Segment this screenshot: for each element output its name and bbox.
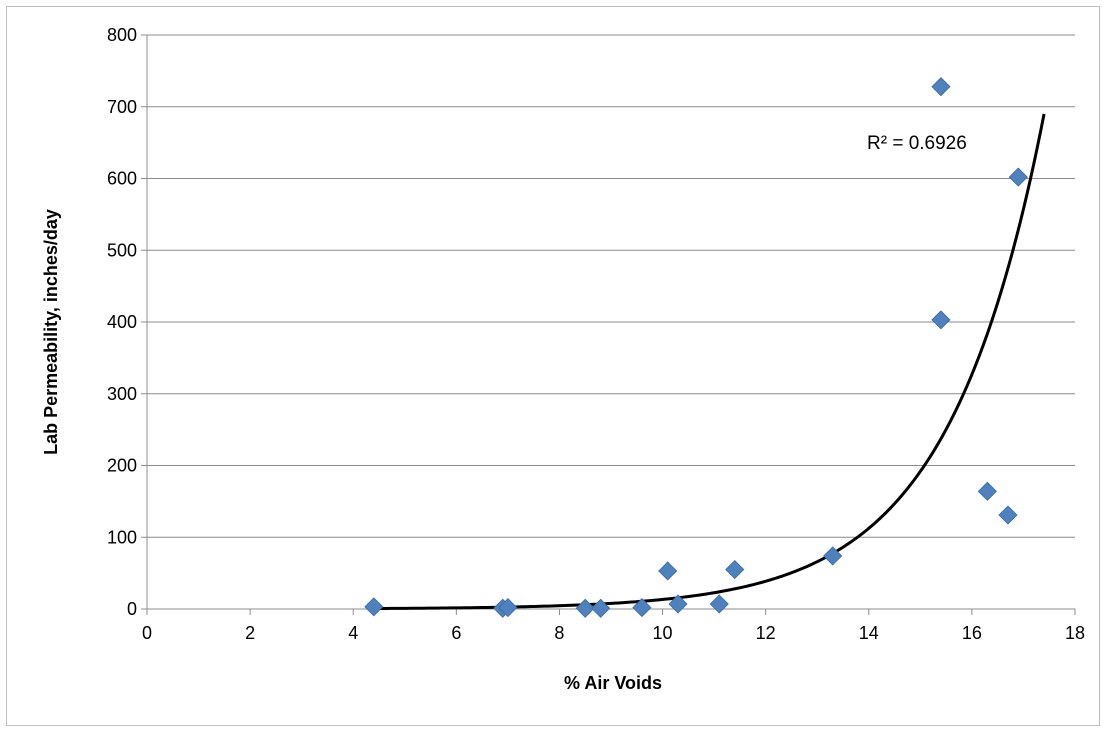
data-point-7 — [668, 594, 688, 614]
y-tick-label: 800 — [107, 25, 137, 45]
y-tick-label: 200 — [107, 456, 137, 476]
x-tick-labels: 0 2 4 6 8 10 12 14 16 18 — [142, 623, 1085, 643]
data-point-4 — [591, 598, 611, 618]
data-points — [364, 77, 1028, 618]
data-point-14 — [998, 505, 1018, 525]
data-point-9 — [725, 559, 745, 580]
data-point-3 — [575, 598, 595, 618]
x-tick-label: 16 — [962, 623, 982, 643]
data-point-8 — [709, 594, 729, 614]
x-tick-label: 12 — [756, 623, 776, 643]
y-tick-label: 700 — [107, 97, 137, 117]
x-axis-title: % Air Voids — [564, 673, 662, 693]
chart-area: 0 100 200 300 400 500 600 700 800 0 2 4 6 8 10 12 14 16 1… — [6, 6, 1100, 726]
x-tick-label: 8 — [554, 623, 564, 643]
data-point-15 — [1008, 167, 1028, 187]
x-tick-label: 6 — [451, 623, 461, 643]
r-squared-label: R² = 0.6926 — [867, 133, 967, 154]
y-tick-label: 600 — [107, 169, 137, 189]
data-point-0 — [364, 597, 384, 617]
data-point-2 — [498, 597, 518, 618]
scatter-chart: 0 100 200 300 400 500 600 700 800 0 2 4 6 8 10 12 14 16 1… — [41, 25, 1085, 693]
x-tick-label: 4 — [348, 623, 358, 643]
x-tick-label: 2 — [245, 623, 255, 643]
y-axis-title: Lab Permeability, inches/day — [41, 209, 61, 455]
x-tick-label: 18 — [1065, 623, 1085, 643]
gridlines — [147, 34, 1075, 538]
x-tick-label: 14 — [859, 623, 879, 643]
y-tick-label: 400 — [107, 312, 137, 332]
data-point-5 — [632, 597, 652, 618]
data-point-12 — [931, 310, 951, 330]
exponential-trendline — [373, 113, 1046, 611]
axes — [141, 34, 1076, 615]
trendline — [373, 113, 1046, 611]
x-tick-label: 10 — [653, 623, 673, 643]
y-tick-labels: 0 100 200 300 400 500 600 700 800 — [107, 25, 137, 619]
y-tick-label: 100 — [107, 527, 137, 547]
data-point-6 — [658, 561, 678, 581]
data-point-13 — [977, 481, 997, 501]
y-tick-label: 300 — [107, 384, 137, 404]
y-tick-label: 500 — [107, 240, 137, 260]
x-tick-label: 0 — [142, 623, 152, 643]
y-tick-label: 0 — [127, 599, 137, 619]
data-point-11 — [931, 77, 951, 97]
data-point-10 — [823, 546, 843, 566]
